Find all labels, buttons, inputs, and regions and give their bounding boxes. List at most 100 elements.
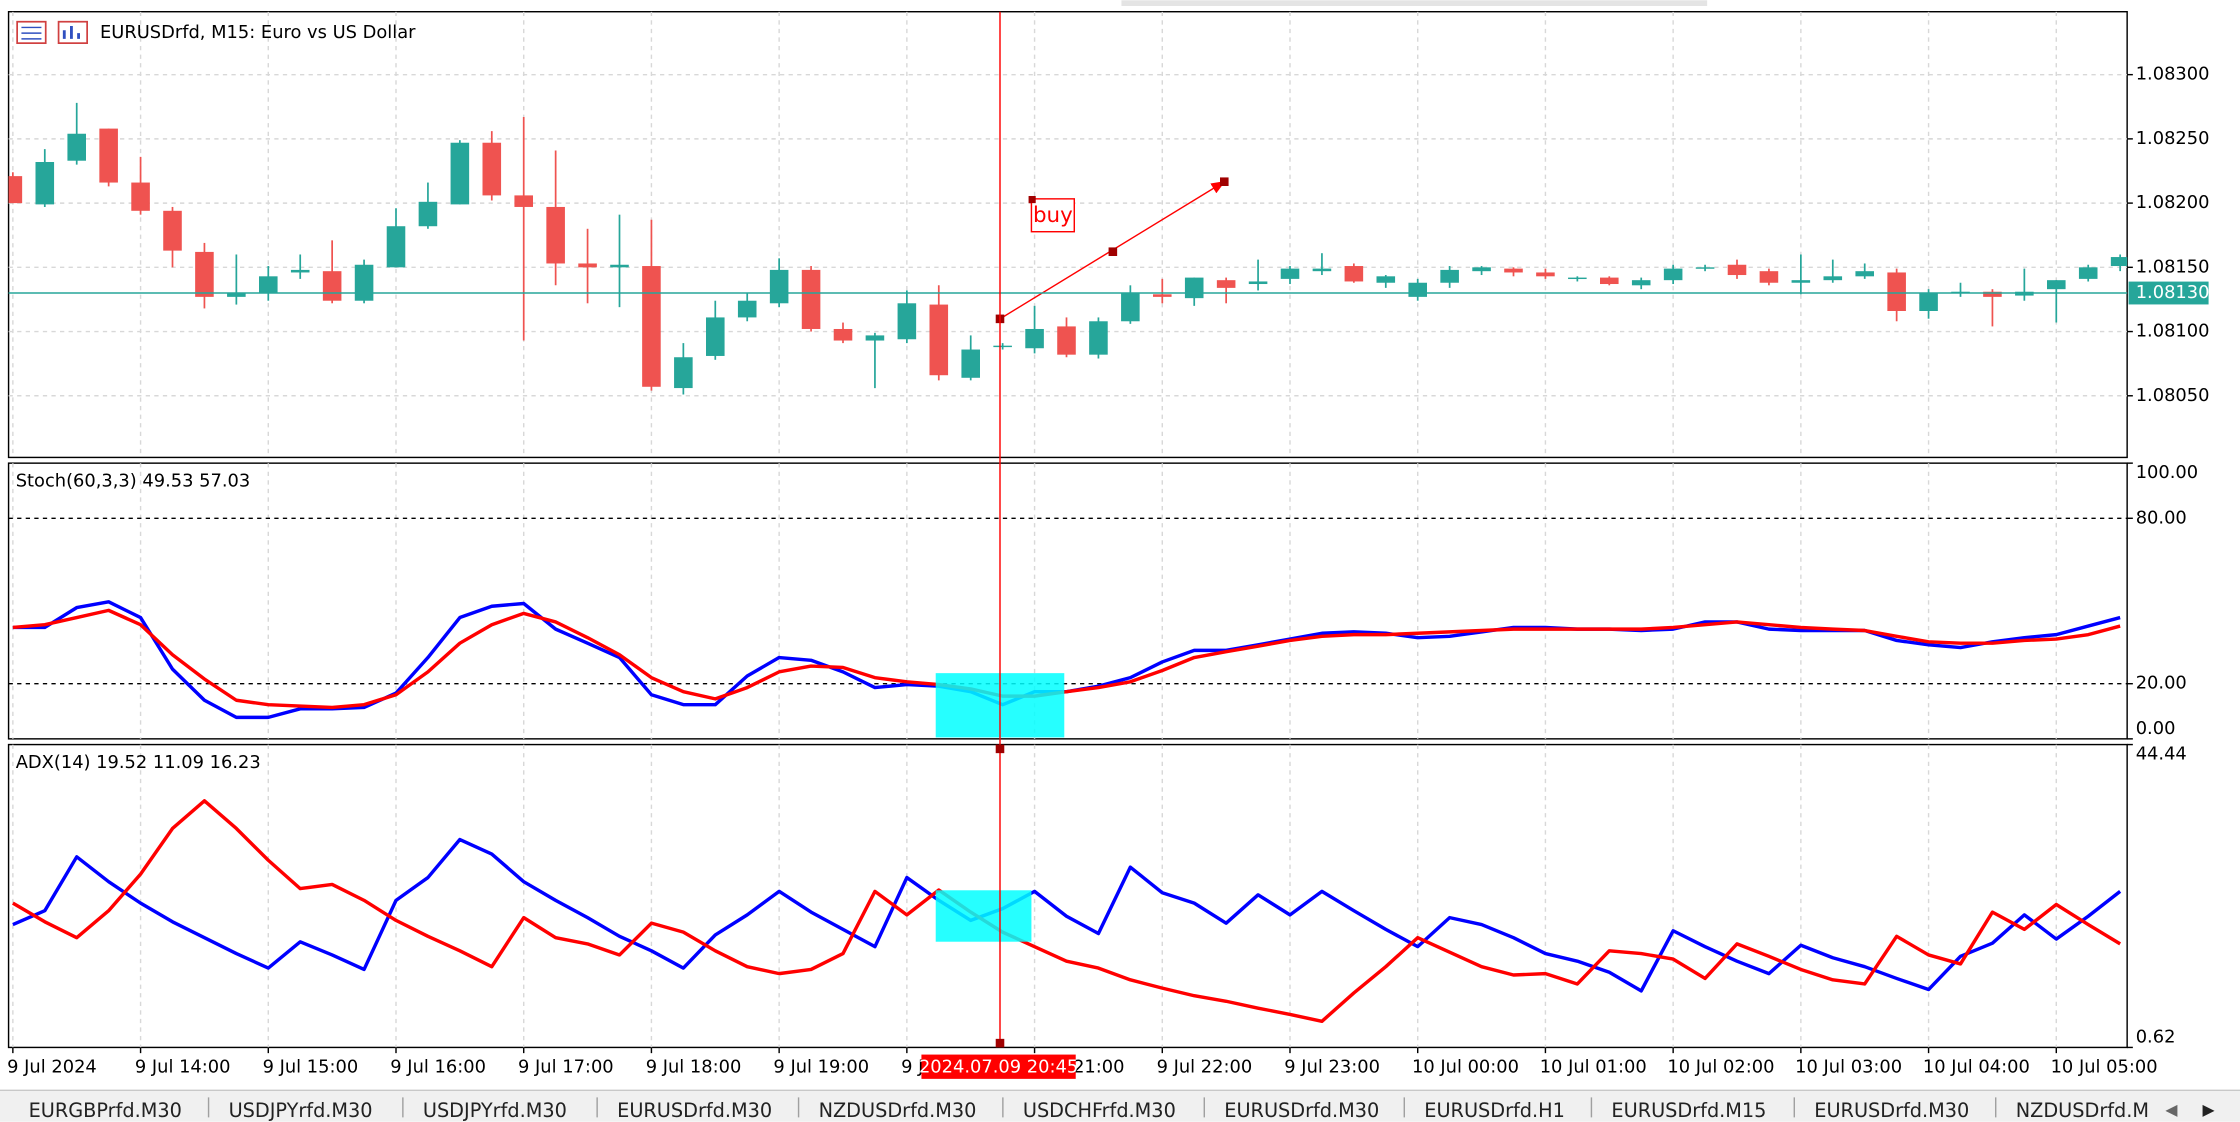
chart-tab[interactable]: NZDUSDrfd.M30 [819,1099,977,1122]
candle-body [1216,280,1236,288]
candle-body [2047,280,2066,290]
y-tick-label: 100.00 [2136,462,2198,483]
candle-body [1631,280,1651,286]
candle-body [1887,272,1906,311]
candle-body [195,251,214,297]
indicator-title: Stoch(60,3,3) 49.53 57.03 [16,471,251,492]
header-icons [16,20,88,44]
x-tick-label: 9 Jul 18:00 [646,1056,742,1077]
icon-market-watch[interactable] [16,20,47,44]
candle-body [1408,282,1427,297]
candle-body [674,357,693,389]
candle-body [1344,266,1364,282]
tab-scroll-right[interactable]: ▶ [2203,1100,2216,1119]
stoch-plot [8,463,2128,739]
chart-tab[interactable]: EURGBPrfd.M30 [29,1099,182,1122]
candle-body [1025,328,1044,349]
candle-body [1153,294,1172,297]
candle-body [897,303,917,340]
candle-body [1472,267,1491,272]
candle-body [578,263,597,268]
main-panel [7,10,2128,459]
axes: 9 Jul 2024 9 Jul 14:00 9 Jul 15:00 9 Jul 16… [7,64,2209,1078]
chart-tab[interactable]: EURUSDrfd.H1 [1424,1099,1565,1122]
stoch-panel [7,462,2128,740]
candle-body [99,128,118,183]
x-tick-label: 9 Jul 15:00 [263,1056,359,1077]
candle-body [1280,268,1300,279]
candle-body [482,142,502,196]
chart-tab[interactable]: USDCHFrfd.M30 [1023,1099,1176,1122]
indicator-line [11,799,2122,1024]
candle-body [450,142,470,205]
candle-body [1983,291,2002,297]
indicator-title: ADX(14) 19.52 11.09 16.23 [16,752,261,773]
chart-tab[interactable]: EURUSDrfd.M15 [1611,1099,1766,1122]
main-plot [8,11,2128,458]
candle-body [1057,326,1076,355]
tab-scroll-left[interactable]: ◀ [2165,1100,2178,1119]
candle-body [1248,281,1268,285]
current-price-box [2128,281,2209,305]
chart-tab[interactable]: USDJPYrfd.M30 [229,1099,373,1122]
label-handle[interactable] [1028,196,1036,204]
y-tick-label: 1.08300 [2136,64,2210,85]
adx-plot [11,744,2122,1048]
x-tick-label: 9 Jul 2024 [7,1056,97,1077]
candle-body [801,269,821,329]
candle-body [1919,293,1938,311]
chart-tab[interactable]: EURUSDrfd.M30 [1224,1099,1379,1122]
candle-body [163,210,182,251]
candle-body [1312,268,1332,272]
arrow-handle[interactable] [1108,247,1118,256]
candle-body [418,201,438,227]
candle-body [865,335,885,341]
x-tick-label: 9 Jul 14:00 [135,1056,231,1077]
arrow-handle[interactable] [1220,177,1229,186]
candle-body [1855,271,1875,277]
candle-body [1504,268,1523,273]
chart-tab[interactable]: USDJPYrfd.M30 [423,1099,567,1122]
x-tick-label: 10 Jul 02:00 [1667,1056,1774,1077]
x-tick-label: 10 Jul 03:00 [1795,1056,1902,1077]
current-price-label: 1.08130 [2136,282,2210,303]
chart-tab[interactable]: EURUSDrfd.M30 [617,1099,772,1122]
x-tick-label: 10 Jul 01:00 [1540,1056,1647,1077]
candle-body [290,269,310,273]
adx-panel [7,743,2128,1049]
candle-body [2078,267,2098,279]
chart-tab[interactable]: EURUSDrfd.M30 [1814,1099,1969,1122]
x-tick-label: 9 Jul 19:00 [773,1056,869,1077]
x-tick-label: 9 Jul 22:00 [1157,1056,1253,1077]
x-tick-label: 10 Jul 05:00 [2051,1056,2158,1077]
candle-body [2110,257,2128,267]
crosshair-handle[interactable] [995,744,1005,754]
window-title: EURUSDrfd, M15: Euro vs US Dollar [100,22,416,43]
y-tick-label: 1.08150 [2136,256,2210,277]
candle-body [514,195,533,207]
candle-body [1089,321,1108,355]
adx-rectangle[interactable] [935,890,1032,942]
candle-body [322,271,342,301]
candle-body [1440,269,1459,283]
chart-tab[interactable]: NZDUSDrfd.M [2016,1099,2149,1122]
indicator-line [12,837,2122,993]
top-toolbar-edge [1121,0,1708,7]
icon-bars [62,25,80,39]
candle-body [737,300,757,318]
crosshair-time-box [921,1054,1076,1079]
candle-body [1759,271,1779,283]
candle-body [610,264,629,268]
candle-body [546,206,565,264]
candle-body [67,133,86,161]
candle-body [1568,277,1587,280]
candle-body [1121,293,1140,322]
candle-body [961,349,980,378]
candle-body [1695,267,1715,269]
tab-bar [0,1090,2240,1122]
buy-label-box[interactable] [1030,198,1075,233]
crosshair-handle[interactable] [995,1038,1005,1048]
candle-body [833,328,853,341]
candle-body [1600,277,1619,285]
